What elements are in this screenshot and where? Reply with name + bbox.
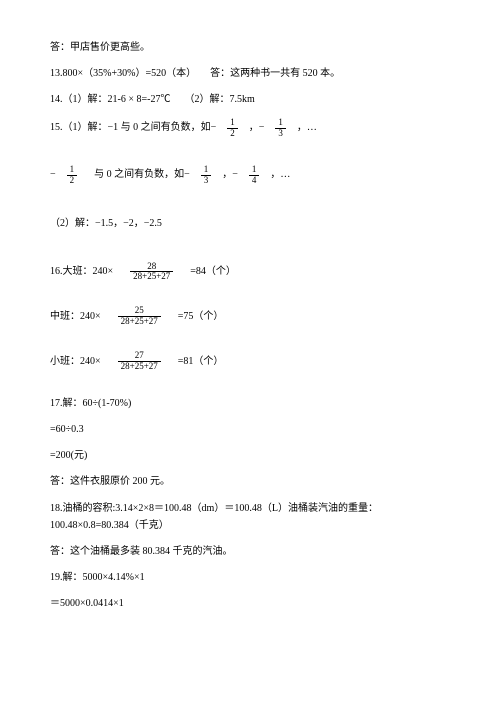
p16-big-text: 16.大班：240× [50, 264, 113, 280]
problem-15-1b: − 12 与 0 之间有负数，如− 13 ，− 14 ，… [50, 165, 450, 186]
p15-text1: 15.（1）解：−1 与 0 之间有负数，如− [50, 120, 216, 136]
problem-14: 14.（1）解：21-6 × 8=-27℃ （2）解：7.5km [50, 92, 450, 108]
dots-1: ，… [297, 120, 317, 136]
p14-part1: 14.（1）解：21-6 × 8=-27℃ [50, 92, 170, 108]
p13-calc: 13.800×（35%+30%）=520（本） [50, 66, 196, 82]
dots-2: ，… [270, 167, 290, 183]
fraction-1-3b: 13 [201, 165, 212, 186]
problem-15-2: （2）解：−1.5，−2，−2.5 [50, 216, 450, 232]
fraction-1-2b: 12 [67, 165, 78, 186]
p16-big-result: =84（个） [190, 264, 236, 280]
p15-text2: 与 0 之间有负数，如− [94, 167, 190, 183]
problem-19-line1: 19.解：5000×4.14%×1 [50, 570, 450, 586]
sep-1: ，− [249, 120, 265, 136]
fraction-1-4: 14 [249, 165, 260, 186]
problem-17-answer: 答：这件衣服原价 200 元。 [50, 474, 450, 490]
problem-15-1a: 15.（1）解：−1 与 0 之间有负数，如− 12 ，− 13 ，… [50, 118, 450, 139]
p16-small-text: 小班：240× [50, 354, 101, 370]
problem-16-small: 小班：240× 2728+25+27 =81（个） [50, 351, 450, 372]
problem-17-line3: =200(元) [50, 448, 450, 464]
neg-sign: − [50, 167, 56, 183]
p16-small-result: =81（个） [178, 354, 224, 370]
fraction-28: 2828+25+27 [130, 262, 173, 283]
fraction-1-3: 13 [275, 118, 286, 139]
problem-18-calc: 18.油桶的容积:3.14×2×8＝100.48（dm）＝100.48（L）油桶… [50, 500, 450, 534]
problem-17-line2: =60÷0.3 [50, 422, 450, 438]
p16-mid-result: =75（个） [178, 309, 224, 325]
fraction-1-2: 12 [227, 118, 238, 139]
problem-16-mid: 中班：240× 2528+25+27 =75（个） [50, 306, 450, 327]
problem-18-answer: 答：这个油桶最多装 80.384 千克的汽油。 [50, 544, 450, 560]
problem-13: 13.800×（35%+30%）=520（本） 答：这两种书一共有 520 本。 [50, 66, 450, 82]
problem-17-line1: 17.解：60÷(1-70%) [50, 396, 450, 412]
p16-mid-text: 中班：240× [50, 309, 101, 325]
problem-19-line2: ＝5000×0.0414×1 [50, 596, 450, 612]
p13-answer: 答：这两种书一共有 520 本。 [210, 66, 340, 82]
fraction-25: 2528+25+27 [118, 306, 161, 327]
sep-2: ，− [222, 167, 238, 183]
answer-line-1: 答：甲店售价更高些。 [50, 40, 450, 56]
p14-part2: （2）解：7.5km [184, 92, 254, 108]
problem-16-big: 16.大班：240× 2828+25+27 =84（个） [50, 262, 450, 283]
fraction-27: 2728+25+27 [118, 351, 161, 372]
